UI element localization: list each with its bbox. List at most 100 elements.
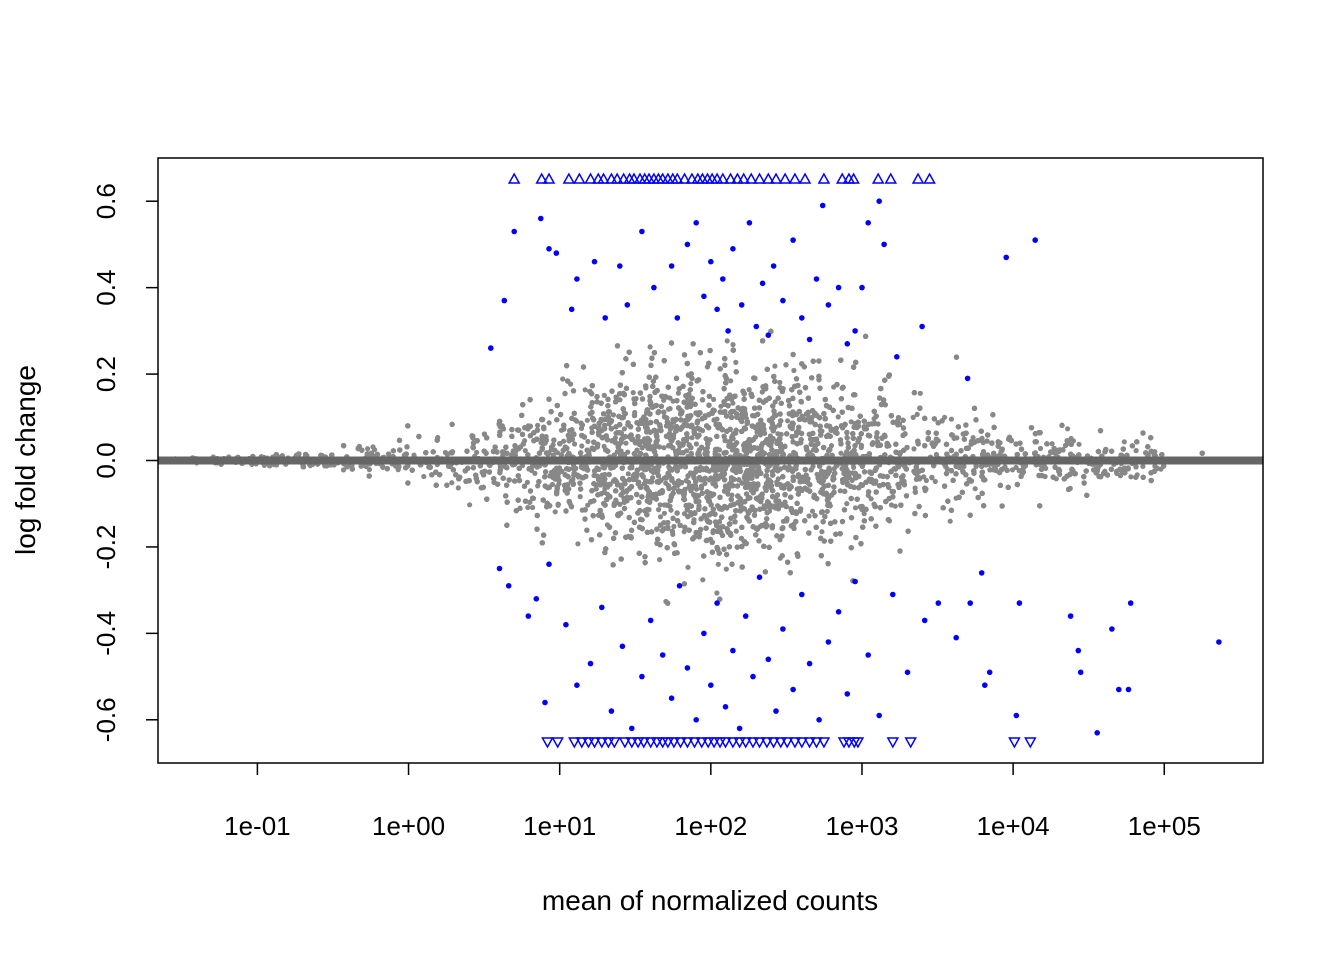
gray-point [729,492,735,498]
gray-point [828,443,835,449]
gray-point [449,480,455,486]
gray-point [844,501,850,507]
gray-point [661,510,668,516]
gray-point [1128,474,1134,480]
gray-point [806,513,812,519]
gray-point [585,502,591,508]
gray-point [775,476,781,482]
gray-point [474,449,480,455]
gray-point [914,411,920,417]
gray-point [775,431,781,437]
gray-point [575,541,581,547]
gray-point [585,438,591,445]
gray-point [577,494,583,500]
gray-point [725,491,731,497]
gray-point [714,590,720,596]
gray-point [421,473,427,480]
gray-point [1121,439,1127,445]
gray-point [772,399,778,405]
gray-point [667,395,673,401]
gray-point [667,406,673,412]
gray-point [733,359,739,365]
gray-point [524,479,531,485]
gray-point [525,504,531,511]
gray-point [574,418,580,424]
gray-point [852,505,859,511]
gray-point [921,474,927,480]
gray-point [572,441,578,447]
gray-point [688,381,694,387]
gray-point [759,389,765,395]
gray-point [693,441,700,447]
gray-point [733,528,739,534]
gray-point [535,422,541,428]
gray-point [746,387,752,393]
gray-point [1037,445,1044,452]
gray-point [561,438,567,444]
gray-point [700,577,706,583]
gray-point [972,486,978,492]
gray-point [625,471,631,477]
gray-point [372,447,378,453]
gray-point [723,566,729,572]
gray-point [467,502,473,508]
gray-point [809,508,816,514]
gray-point [835,414,841,420]
gray-point [947,518,953,524]
gray-point [532,470,538,476]
gray-point [623,440,629,446]
gray-point [685,564,691,570]
gray-point [689,435,695,441]
gray-point [656,507,662,513]
gray-point [777,379,783,386]
gray-point [365,446,371,452]
gray-point [910,414,916,420]
gray-point [657,557,663,563]
gray-point [923,477,930,484]
gray-point [730,342,736,348]
gray-point [892,503,898,509]
gray-point [657,502,663,508]
gray-point [579,443,585,449]
gray-point [711,396,717,402]
gray-point [560,376,566,382]
gray-point [838,450,844,456]
gray-point [617,397,623,403]
gray-point [546,420,552,426]
gray-point [661,445,667,451]
gray-point [657,514,664,520]
gray-point [848,419,854,425]
gray-point [785,418,791,424]
gray-point [858,442,865,448]
gray-point [824,508,830,514]
gray-point [552,509,558,515]
gray-point [683,478,689,484]
gray-point [681,529,687,535]
gray-point [715,561,721,567]
gray-point [911,446,917,452]
gray-point [1140,463,1146,469]
gray-point [1133,448,1139,454]
gray-point [366,467,372,473]
gray-point [754,473,760,479]
gray-point [554,450,561,456]
gray-point [791,367,797,374]
nonsignificant-points [164,328,1205,606]
gray-point [932,478,938,485]
gray-point [535,483,541,489]
gray-point [455,485,461,491]
gray-point [610,412,617,418]
gray-point [970,435,976,441]
gray-point [340,467,347,473]
gray-point [1076,441,1082,447]
gray-point [630,390,636,396]
gray-point [984,438,990,444]
gray-point [621,426,628,432]
gray-point [647,344,653,350]
gray-point [675,390,682,396]
gray-point [837,488,843,494]
gray-point [668,507,674,513]
gray-point [912,485,918,491]
gray-point [772,363,778,369]
